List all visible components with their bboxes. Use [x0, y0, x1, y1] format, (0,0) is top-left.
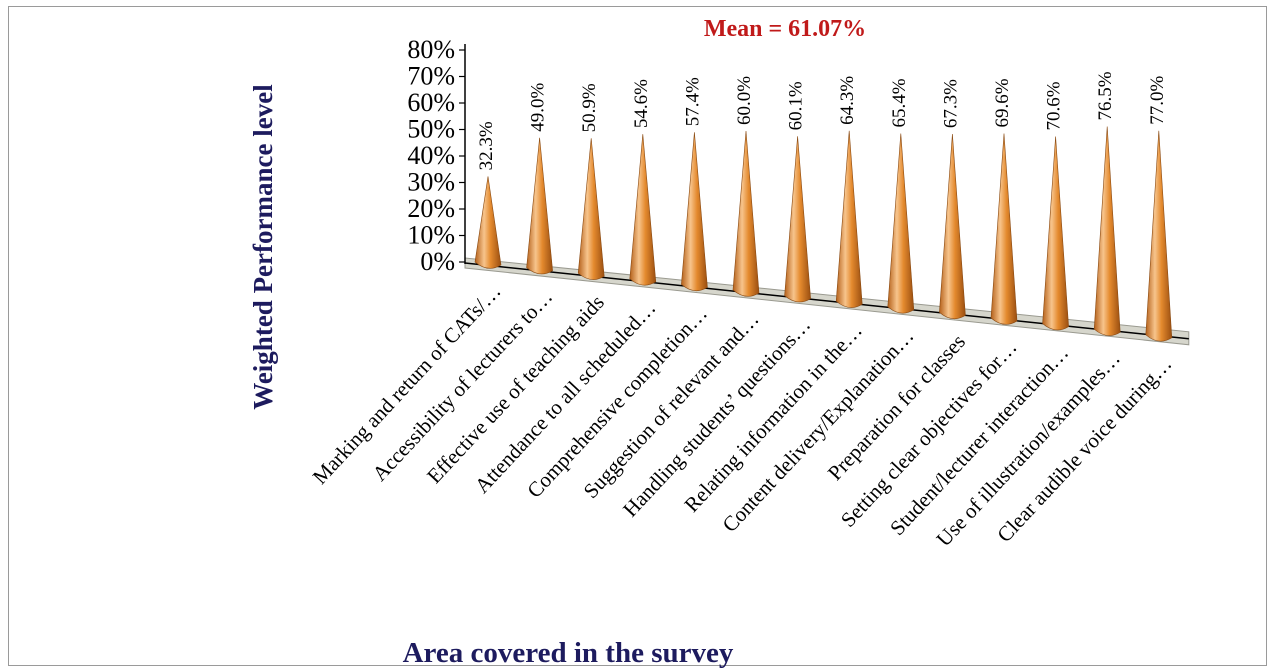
y-tick-label: 80%: [407, 35, 455, 64]
value-label: 64.3%: [837, 76, 858, 125]
cone-bar: [681, 132, 708, 292]
cone-bar: [526, 137, 553, 275]
cone-bar: [1145, 130, 1173, 342]
y-axis-ticks: 0%10%20%30%40%50%60%70%80%: [407, 35, 465, 276]
y-tick-label: 10%: [407, 221, 455, 250]
cone-bar: [939, 134, 966, 320]
mean-annotation: Mean = 61.07%: [704, 16, 866, 42]
value-label: 32.3%: [476, 121, 497, 170]
cone-bar: [990, 133, 1018, 325]
cone-series: [474, 126, 1173, 342]
y-tick-label: 0%: [420, 247, 455, 276]
value-label: 60.1%: [786, 81, 807, 130]
y-axis-title: Weighted Performance level: [248, 84, 278, 410]
y-tick-label: 20%: [407, 194, 455, 223]
y-tick-label: 50%: [407, 115, 455, 144]
cone-bar: [1042, 136, 1069, 331]
value-label: 57.4%: [682, 77, 703, 126]
value-label: 65.4%: [889, 78, 910, 127]
value-label: 77.0%: [1147, 76, 1168, 125]
x-axis-title: Area covered in the survey: [403, 637, 734, 669]
y-tick-label: 40%: [407, 141, 455, 170]
cone-bar: [732, 130, 760, 297]
value-label: 67.3%: [940, 79, 961, 128]
value-labels: 32.3% 49.0% 50.9% 54.6% 57.4% 60.0% 60.1% 64.3%…: [476, 71, 1168, 170]
cone-bar: [887, 133, 915, 314]
cone-bar: [629, 134, 657, 286]
cone-bar: [835, 130, 863, 308]
value-label: 54.6%: [631, 79, 652, 128]
cone-bar: [474, 176, 502, 269]
cone-bar: [784, 136, 811, 303]
value-label: 69.6%: [992, 78, 1013, 127]
chart-frame: [8, 6, 1267, 666]
cone-bar: [577, 138, 605, 280]
value-label: 76.5%: [1095, 71, 1116, 120]
y-tick-label: 30%: [407, 168, 455, 197]
y-tick-label: 60%: [407, 88, 455, 117]
value-label: 70.6%: [1044, 81, 1065, 130]
y-tick-label: 70%: [407, 62, 455, 91]
cone-bar: [1093, 126, 1121, 336]
value-label: 49.0%: [528, 83, 549, 132]
value-label: 60.0%: [734, 76, 755, 125]
value-label: 50.9%: [579, 83, 600, 132]
